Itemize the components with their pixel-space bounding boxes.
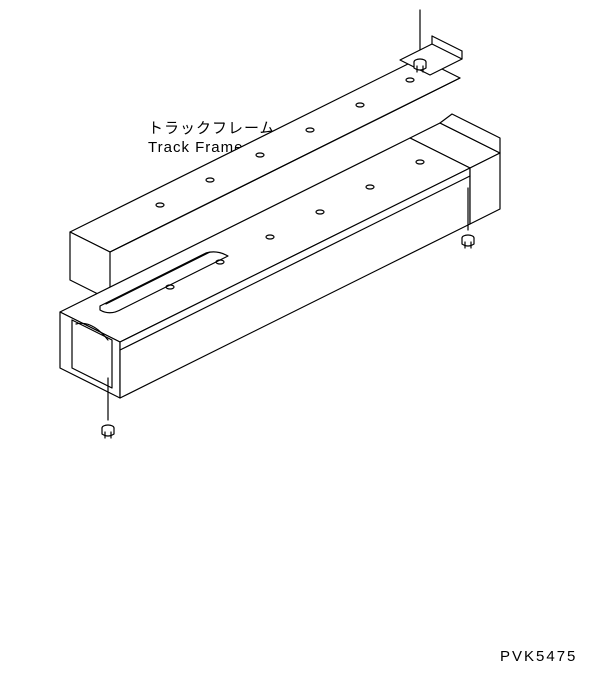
diagram-canvas: トラックフレーム Track Frame PVK5475 (0, 0, 609, 677)
bolt-bottom-left (102, 425, 114, 438)
bolt-right (462, 235, 474, 248)
track-frame-drawing (0, 0, 609, 677)
